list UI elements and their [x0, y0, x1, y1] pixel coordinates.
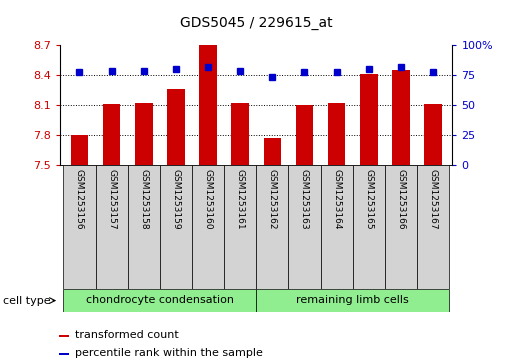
Text: percentile rank within the sample: percentile rank within the sample: [75, 348, 263, 358]
Text: GSM1253159: GSM1253159: [172, 169, 180, 229]
Bar: [392, 70, 410, 165]
Bar: [264, 138, 281, 165]
Text: GSM1253164: GSM1253164: [332, 169, 341, 229]
Bar: [135, 103, 153, 165]
Bar: [353, 165, 385, 289]
Bar: [167, 89, 185, 165]
Bar: [328, 103, 346, 165]
Text: transformed count: transformed count: [75, 330, 178, 340]
Text: chondrocyte condensation: chondrocyte condensation: [86, 295, 234, 305]
Bar: [103, 104, 120, 165]
Bar: [63, 165, 96, 289]
Bar: [63, 289, 256, 312]
Bar: [231, 103, 249, 165]
Bar: [96, 165, 128, 289]
Bar: [160, 165, 192, 289]
Text: GSM1253157: GSM1253157: [107, 169, 116, 229]
Text: GSM1253162: GSM1253162: [268, 169, 277, 229]
Bar: [128, 165, 160, 289]
Bar: [71, 135, 88, 165]
Text: GSM1253160: GSM1253160: [203, 169, 212, 229]
Bar: [424, 104, 442, 165]
Text: remaining limb cells: remaining limb cells: [297, 295, 409, 305]
Bar: [295, 105, 313, 165]
Bar: [256, 165, 288, 289]
Bar: [224, 165, 256, 289]
Text: GDS5045 / 229615_at: GDS5045 / 229615_at: [180, 16, 333, 30]
Bar: [417, 165, 449, 289]
Bar: [385, 165, 417, 289]
Text: GSM1253161: GSM1253161: [236, 169, 245, 229]
Text: GSM1253163: GSM1253163: [300, 169, 309, 229]
Bar: [360, 74, 378, 165]
Bar: [59, 335, 69, 337]
Text: GSM1253158: GSM1253158: [139, 169, 148, 229]
Bar: [256, 289, 449, 312]
Bar: [288, 165, 321, 289]
Text: GSM1253165: GSM1253165: [365, 169, 373, 229]
Text: cell type: cell type: [3, 295, 50, 306]
Bar: [321, 165, 353, 289]
Text: GSM1253156: GSM1253156: [75, 169, 84, 229]
Text: GSM1253166: GSM1253166: [396, 169, 405, 229]
Text: GSM1253167: GSM1253167: [429, 169, 438, 229]
Bar: [199, 45, 217, 165]
Bar: [59, 353, 69, 355]
Bar: [192, 165, 224, 289]
